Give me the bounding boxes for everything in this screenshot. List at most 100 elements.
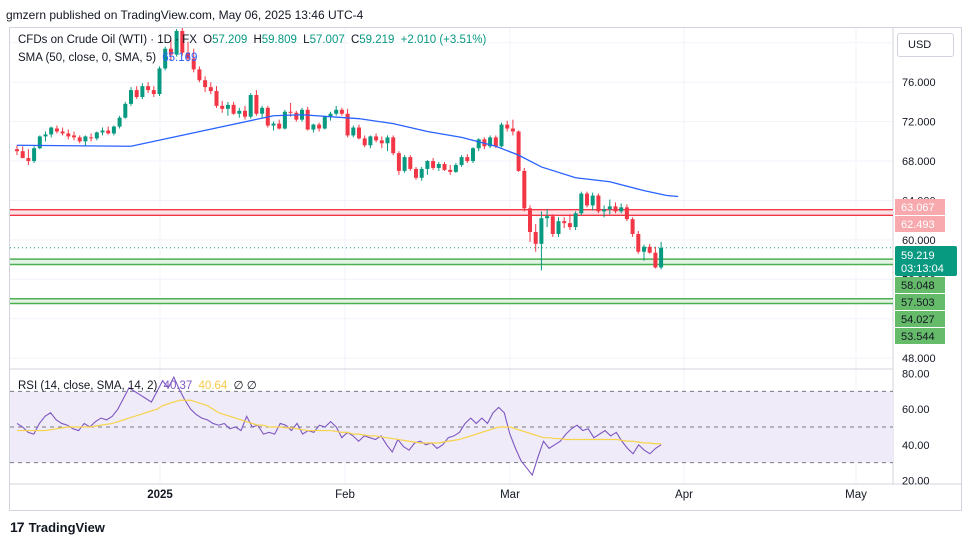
candle-body [77, 137, 82, 142]
price-tick-label: 48.000 [902, 353, 936, 365]
candle-body [248, 95, 253, 117]
sma-value: 65.169 [162, 52, 198, 64]
candle-body [528, 208, 532, 232]
time-tick-label: 2025 [147, 489, 173, 501]
rsi-label[interactable]: RSI (14, close, SMA, 14, 2) [18, 380, 158, 392]
candle-body [448, 169, 453, 172]
candle-body [442, 164, 447, 170]
candle-body [476, 139, 481, 149]
rsi-extra-value: ∅ ∅ [233, 380, 257, 392]
candle-body [294, 112, 299, 120]
candle-body [607, 206, 612, 210]
candle-body [163, 48, 168, 69]
candle-body [37, 136, 42, 149]
candle-body [533, 232, 538, 244]
candle-body [624, 207, 629, 220]
level-price-label: 57.503 [901, 297, 935, 309]
sma-label[interactable]: SMA (50, close, 0, SMA, 5) [18, 52, 157, 64]
currency-button[interactable]: USD [897, 33, 954, 57]
rsi-tick-label: 40.00 [902, 440, 930, 452]
candle-body [619, 207, 624, 212]
candle-body [243, 110, 247, 117]
candle-body [123, 103, 128, 118]
level-price-tag [895, 328, 945, 344]
candle-body [659, 247, 664, 268]
candle-body [151, 90, 156, 95]
time-tick-label: Mar [500, 489, 520, 501]
level-price-tag [895, 294, 945, 310]
rsi-pane [10, 375, 893, 477]
level-price-tag [895, 311, 945, 327]
candle-body [203, 80, 208, 88]
candle-body [505, 124, 510, 129]
rsi-tick-label: 80.00 [902, 369, 930, 381]
candle-body [174, 30, 179, 55]
level-price-label: 58.048 [901, 280, 935, 292]
candle-body [453, 164, 458, 172]
candle-body [391, 137, 396, 154]
price-axis: 48.00052.00056.00060.00064.00068.00072.0… [895, 38, 957, 487]
candle-body [374, 136, 379, 141]
candle-body [117, 117, 122, 127]
candle-body [545, 216, 550, 219]
candle-body [636, 233, 641, 252]
candle-body [562, 221, 567, 224]
price-tick-label: 60.000 [902, 235, 936, 247]
last-price-tag [895, 246, 957, 276]
candle-body [26, 158, 31, 162]
candle-body [106, 130, 111, 134]
candle-body [140, 86, 145, 97]
ohlc-high-value: 59.809 [261, 34, 297, 46]
rsi-sma-value: 40.64 [198, 380, 228, 392]
candle-body [220, 105, 225, 109]
tradingview-logo-icon: 17 [10, 519, 25, 535]
rsi-legend: RSI (14, close, SMA, 14, 2) 40.37 40.64 … [18, 378, 260, 392]
candle-body [317, 124, 322, 129]
candle-body [271, 123, 276, 126]
candle-body [94, 132, 99, 139]
candle-body [567, 223, 572, 228]
candle-body [277, 123, 282, 129]
level-band [10, 209, 893, 216]
candle-body [100, 130, 105, 133]
candle-body [20, 151, 25, 159]
level-price-label: 53.544 [901, 331, 935, 343]
candle-body [585, 193, 589, 206]
sma-50-line [16, 114, 679, 198]
candle-body [402, 157, 407, 171]
candle-body [288, 111, 293, 113]
candle-body [129, 90, 133, 104]
candle-body [556, 221, 561, 234]
candle-body [459, 157, 464, 165]
rsi-tick-label: 60.00 [902, 404, 930, 416]
candle-body [191, 58, 196, 70]
candle-body [596, 195, 601, 212]
candle-body [157, 68, 162, 95]
candle-body [436, 164, 441, 168]
symbol-label[interactable]: CFDs on Crude Oil (WTI) · 1D · FX [18, 34, 197, 46]
candle-body [465, 157, 470, 162]
candle-body [89, 137, 94, 139]
price-tick-label: 76.000 [902, 77, 936, 89]
candle-body [237, 110, 242, 114]
candle-body [613, 206, 618, 212]
level-price-tag [895, 216, 945, 232]
candle-body [653, 252, 658, 268]
candle-body [180, 30, 185, 53]
candle-body [357, 127, 361, 139]
candle-body [72, 135, 76, 138]
candle-body [168, 48, 173, 55]
candle-body [328, 113, 333, 117]
candle-body [339, 109, 344, 114]
sma-line [16, 114, 679, 198]
candle-body [414, 168, 418, 178]
candle-body [66, 133, 71, 137]
candle-body [43, 134, 48, 137]
ohlc-close-label: C [350, 34, 360, 46]
candle-body [419, 168, 424, 178]
sma-legend: SMA (50, close, 0, SMA, 5) 65.169 [18, 52, 200, 64]
candle-body [385, 137, 390, 144]
candles [15, 28, 664, 271]
candle-body [83, 136, 88, 142]
